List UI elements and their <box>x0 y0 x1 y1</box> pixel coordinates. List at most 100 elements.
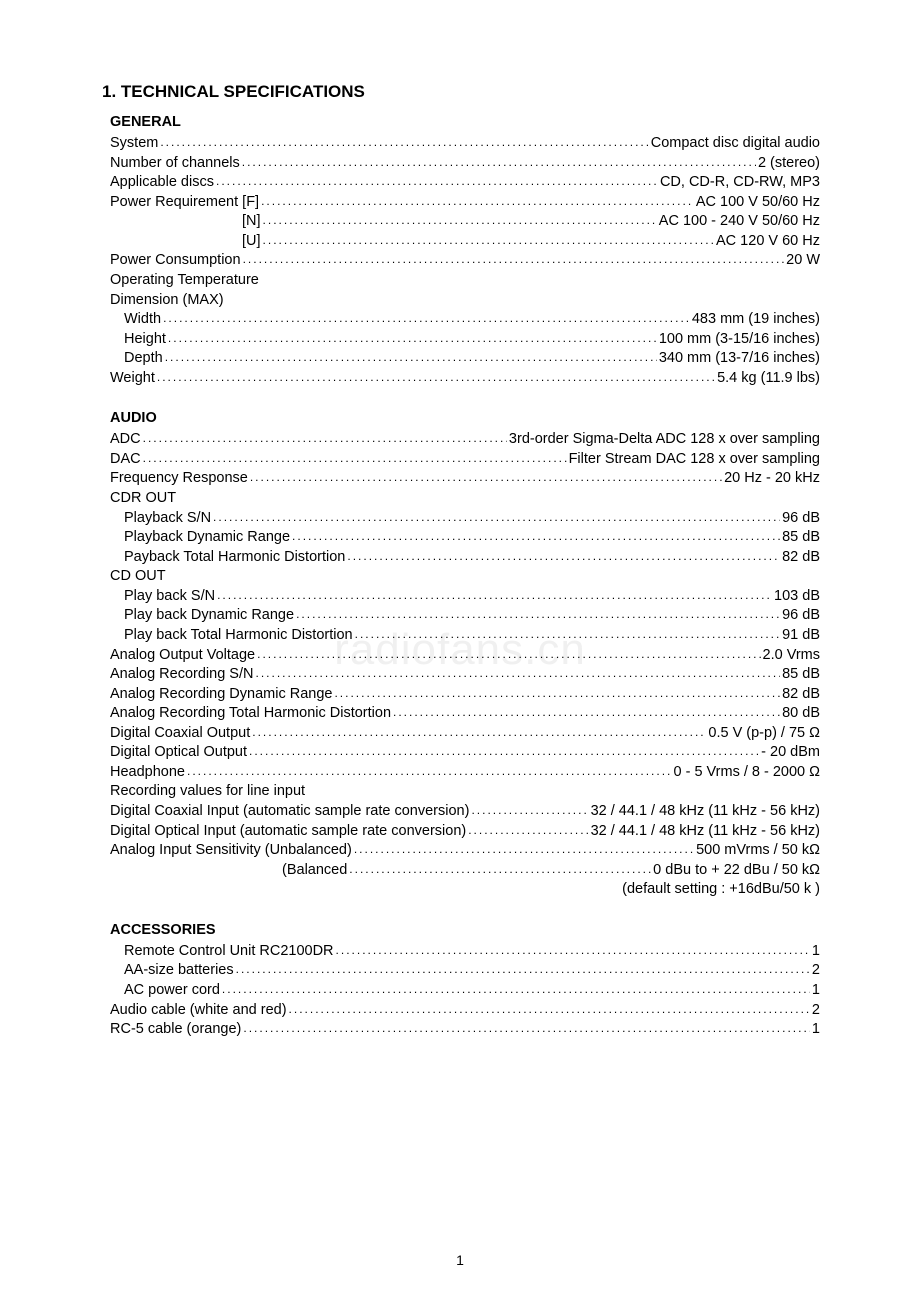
spec-row: [N]AC 100 - 240 V 50/60 Hz <box>110 212 820 232</box>
spec-value: 340 mm (13-7/16 inches) <box>659 349 820 369</box>
spec-row: Analog Recording S/N85 dB <box>110 665 820 685</box>
leader-dots <box>157 369 715 389</box>
spec-label: Power Consumption <box>110 251 241 271</box>
spec-label: Power Requirement [F] <box>110 193 259 213</box>
spec-label: Applicable discs <box>110 173 214 193</box>
leader-dots <box>471 802 588 822</box>
spec-value: 3rd-order Sigma-Delta ADC 128 x over sam… <box>509 430 820 450</box>
spec-value: 100 mm (3-15/16 inches) <box>659 330 820 350</box>
spec-row: SystemCompact disc digital audio <box>110 134 820 154</box>
spec-label: RC-5 cable (orange) <box>110 1020 241 1040</box>
spec-label: Digital Optical Input (automatic sample … <box>110 822 466 842</box>
leader-dots <box>250 469 722 489</box>
leader-dots <box>334 685 780 705</box>
section-heading-accessories: ACCESSORIES <box>110 922 820 938</box>
spec-row: Playback S/N96 dB <box>110 509 820 529</box>
spec-label: Digital Coaxial Output <box>110 724 250 744</box>
spec-label: Width <box>124 310 161 330</box>
spec-row: Digital Optical Output- 20 dBm <box>110 743 820 763</box>
spec-value: CD, CD-R, CD-RW, MP3 <box>660 173 820 193</box>
spec-row: Play back S/N 103 dB <box>110 587 820 607</box>
spec-label: Headphone <box>110 763 185 783</box>
spec-value: 500 mVrms / 50 kΩ <box>696 841 820 861</box>
spec-row: Playback Dynamic Range85 dB <box>110 528 820 548</box>
spec-label: Analog Output Voltage <box>110 646 255 666</box>
spec-label: Operating Temperature <box>110 271 259 291</box>
spec-label: Play back Dynamic Range <box>124 606 294 626</box>
leader-dots <box>354 841 694 861</box>
spec-value: 20 Hz - 20 kHz <box>724 469 820 489</box>
spec-row: Play back Dynamic Range96 dB <box>110 606 820 626</box>
page-title: 1. TECHNICAL SPECIFICATIONS <box>102 82 820 102</box>
leader-dots <box>187 763 672 783</box>
spec-row: Operating Temperature <box>110 271 820 291</box>
spec-label: AA-size batteries <box>124 961 234 981</box>
spec-row: Payback Total Harmonic Distortion82 dB <box>110 548 820 568</box>
leader-dots <box>468 822 588 842</box>
spec-label: Audio cable (white and red) <box>110 1001 287 1021</box>
spec-label: Analog Recording S/N <box>110 665 253 685</box>
spec-row: Power Consumption20 W <box>110 251 820 271</box>
spec-row: Depth 340 mm (13-7/16 inches) <box>110 349 820 369</box>
spec-value: 2 <box>812 1001 820 1021</box>
page-number: 1 <box>0 1252 920 1268</box>
spec-row: Headphone0 - 5 Vrms / 8 - 2000 Ω <box>110 763 820 783</box>
spec-row: Analog Recording Dynamic Range 82 dB <box>110 685 820 705</box>
spec-row: Analog Recording Total Harmonic Distorti… <box>110 704 820 724</box>
leader-dots <box>289 1001 810 1021</box>
spec-row: Width 483 mm (19 inches) <box>110 310 820 330</box>
spec-row: Remote Control Unit RC2100DR1 <box>110 942 820 962</box>
spec-block-general: SystemCompact disc digital audioNumber o… <box>110 134 820 388</box>
leader-dots <box>255 665 780 685</box>
spec-value: 0.5 V (p-p) / 75 Ω <box>708 724 820 744</box>
spec-value: Filter Stream DAC 128 x over sampling <box>569 450 820 470</box>
spec-label: Depth <box>124 349 163 369</box>
spec-label: Number of channels <box>110 154 240 174</box>
spec-label: ADC <box>110 430 141 450</box>
page-content: 1. TECHNICAL SPECIFICATIONS GENERAL Syst… <box>0 0 920 1040</box>
spec-label: Recording values for line input <box>110 782 305 802</box>
spec-label: CDR OUT <box>110 489 176 509</box>
leader-dots <box>349 861 651 881</box>
spec-label: Analog Recording Dynamic Range <box>110 685 332 705</box>
spec-row: AC power cord1 <box>110 981 820 1001</box>
spec-row: Power Requirement [F]AC 100 V 50/60 Hz <box>110 193 820 213</box>
leader-dots <box>242 154 756 174</box>
spec-row: Analog Input Sensitivity (Unbalanced) 500… <box>110 841 820 861</box>
spec-value: 483 mm (19 inches) <box>692 310 820 330</box>
spec-row: Height100 mm (3-15/16 inches) <box>110 330 820 350</box>
leader-dots <box>165 349 657 369</box>
spec-value: 82 dB <box>782 685 820 705</box>
leader-dots <box>393 704 780 724</box>
leader-dots <box>257 646 760 666</box>
leader-dots <box>143 430 507 450</box>
spec-value: 2 <box>812 961 820 981</box>
spec-label: Weight <box>110 369 155 389</box>
section-heading-audio: AUDIO <box>110 410 820 426</box>
spec-value: 1 <box>812 942 820 962</box>
leader-dots <box>243 1020 810 1040</box>
leader-dots <box>263 212 657 232</box>
spec-row: CDR OUT <box>110 489 820 509</box>
leader-dots <box>160 134 648 154</box>
leader-dots <box>355 626 780 646</box>
spec-label: Analog Input Sensitivity (Unbalanced) <box>110 841 352 861</box>
spec-label: (Balanced <box>282 861 347 881</box>
spec-label: Play back Total Harmonic Distortion <box>124 626 353 646</box>
spec-value: - 20 dBm <box>761 743 820 763</box>
leader-dots <box>292 528 780 548</box>
spec-value: AC 120 V 60 Hz <box>716 232 820 252</box>
spec-row: Frequency Response 20 Hz - 20 kHz <box>110 469 820 489</box>
section-heading-general: GENERAL <box>110 114 820 130</box>
spec-label: Play back S/N <box>124 587 215 607</box>
spec-note: (default setting : +16dBu/50 k ) <box>110 880 820 900</box>
spec-label: Frequency Response <box>110 469 248 489</box>
spec-row: Audio cable (white and red) 2 <box>110 1001 820 1021</box>
spec-row: Digital Optical Input (automatic sample … <box>110 822 820 842</box>
spec-label: AC power cord <box>124 981 220 1001</box>
leader-dots <box>213 509 780 529</box>
spec-row: Play back Total Harmonic Distortion 91 dB <box>110 626 820 646</box>
spec-value: 91 dB <box>782 626 820 646</box>
spec-value: 103 dB <box>774 587 820 607</box>
spec-value: 82 dB <box>782 548 820 568</box>
